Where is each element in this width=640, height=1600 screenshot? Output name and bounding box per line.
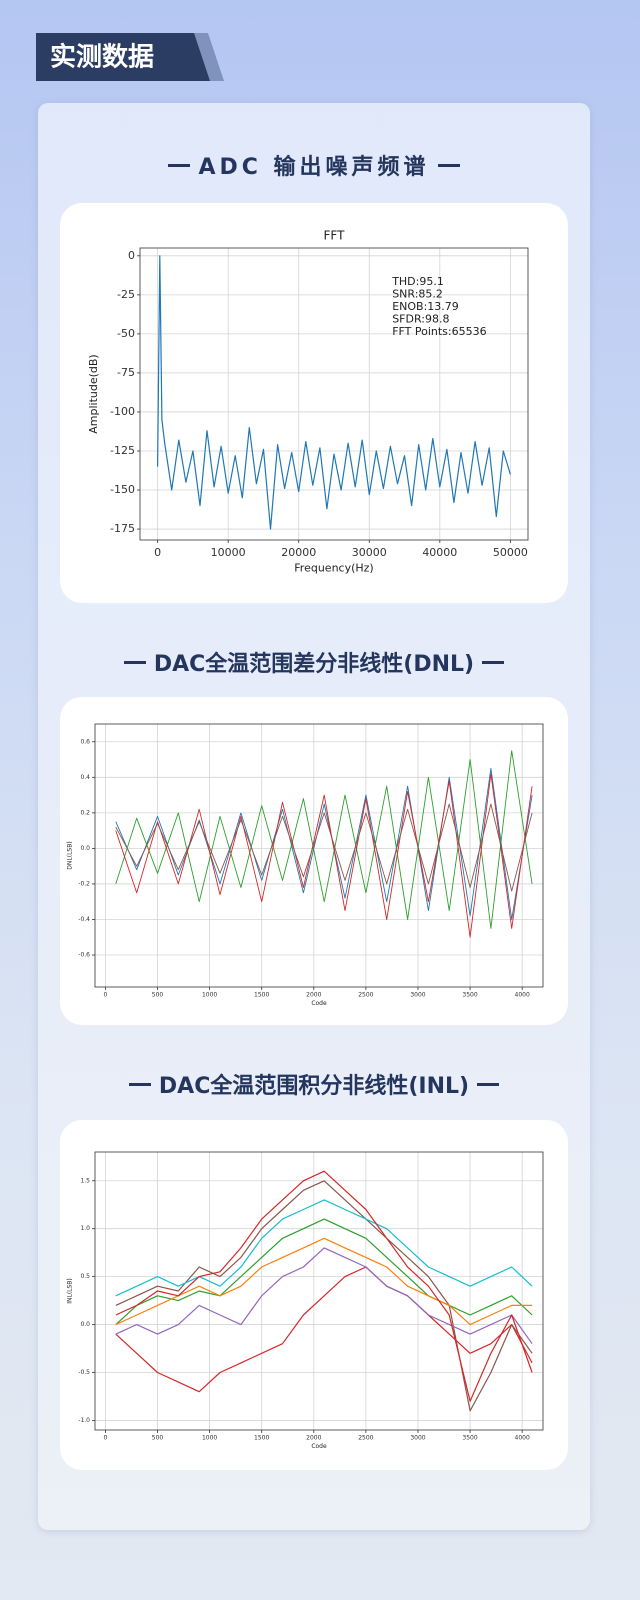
annotation: FFT Points:65536 bbox=[392, 325, 486, 338]
heading-text: DAC全温范围积分非线性(INL) bbox=[158, 1074, 470, 1099]
x-tick-label: 4000 bbox=[515, 992, 530, 999]
x-tick-label: 40000 bbox=[422, 546, 457, 559]
y-tick-label: -75 bbox=[117, 366, 135, 379]
x-tick-label: 0 bbox=[154, 546, 161, 559]
heading-text: ADC 输出噪声频谱 bbox=[198, 155, 430, 180]
y-tick-label: -0.5 bbox=[78, 1369, 90, 1376]
y-tick-label: -50 bbox=[117, 327, 135, 340]
series-line bbox=[115, 1266, 533, 1393]
x-tick-label: 2000 bbox=[306, 1435, 321, 1442]
x-tick-label: 1000 bbox=[202, 992, 217, 999]
x-tick-label: 3000 bbox=[410, 1435, 425, 1442]
x-tick-label: 1000 bbox=[202, 1435, 217, 1442]
x-tick-label: 2500 bbox=[358, 1435, 373, 1442]
x-tick-label: 3000 bbox=[410, 992, 425, 999]
annotation: THD:95.1 bbox=[391, 275, 444, 288]
heading-text: DAC全温范围差分非线性(DNL) bbox=[153, 652, 475, 677]
series-line bbox=[115, 1237, 533, 1326]
series-line bbox=[157, 255, 511, 530]
plot-frame bbox=[94, 723, 544, 988]
series-line bbox=[115, 1218, 533, 1326]
y-tick-label: 0.5 bbox=[80, 1273, 90, 1280]
plot-frame bbox=[139, 247, 529, 541]
y-tick-label: -125 bbox=[110, 444, 135, 457]
tag-bg bbox=[36, 33, 211, 81]
x-axis-label: Code bbox=[311, 1443, 327, 1450]
x-tick-label: 500 bbox=[152, 1435, 164, 1442]
y-axis-label: INL(LSB) bbox=[66, 1278, 73, 1304]
y-tick-label: 0.6 bbox=[80, 738, 90, 745]
y-tick-label: -0.2 bbox=[78, 880, 90, 887]
x-tick-label: 4000 bbox=[515, 1435, 530, 1442]
series-line bbox=[115, 773, 533, 938]
x-tick-label: 10000 bbox=[211, 546, 246, 559]
y-tick-label: -0.4 bbox=[78, 916, 90, 923]
header-title: 实测数据 bbox=[50, 42, 154, 73]
x-tick-label: 500 bbox=[152, 992, 164, 999]
y-tick-label: 0.0 bbox=[80, 845, 90, 852]
series-line bbox=[115, 1170, 533, 1402]
y-tick-label: 0 bbox=[128, 249, 135, 262]
tag-stripe bbox=[194, 33, 224, 81]
x-tick-label: 20000 bbox=[281, 546, 316, 559]
series-line bbox=[115, 803, 533, 892]
header-tag: 实测数据 bbox=[36, 33, 224, 81]
x-tick-label: 1500 bbox=[254, 1435, 269, 1442]
annotation: SFDR:98.8 bbox=[392, 313, 449, 326]
x-tick-label: 2000 bbox=[306, 992, 321, 999]
x-tick-label: 1500 bbox=[254, 992, 269, 999]
x-tick-label: 3500 bbox=[462, 992, 477, 999]
x-tick-label: 3500 bbox=[462, 1435, 477, 1442]
y-tick-label: -25 bbox=[117, 288, 135, 301]
series-line bbox=[115, 1247, 533, 1345]
y-axis-label: DNL(LSB) bbox=[66, 841, 73, 869]
section-heading: DAC全温范围差分非线性(DNL) bbox=[38, 646, 590, 678]
x-axis-label: Code bbox=[311, 1000, 327, 1007]
series-line bbox=[115, 1199, 533, 1297]
y-tick-label: -150 bbox=[110, 483, 135, 496]
x-tick-label: 50000 bbox=[493, 546, 528, 559]
x-tick-label: 0 bbox=[104, 992, 108, 999]
y-tick-label: -100 bbox=[110, 405, 135, 418]
y-tick-label: 0.2 bbox=[80, 809, 90, 816]
y-tick-label: 0.0 bbox=[80, 1321, 90, 1328]
series-line bbox=[115, 767, 533, 920]
y-tick-label: -1.0 bbox=[78, 1417, 90, 1424]
y-axis-label: Amplitude(dB) bbox=[87, 354, 100, 433]
card bbox=[60, 203, 568, 603]
y-tick-label: -0.6 bbox=[78, 952, 90, 959]
plot-frame bbox=[94, 1151, 544, 1431]
y-tick-label: -175 bbox=[110, 522, 135, 535]
x-tick-label: 0 bbox=[104, 1435, 108, 1442]
section-heading: DAC全温范围积分非线性(INL) bbox=[38, 1068, 590, 1100]
series-line bbox=[115, 750, 533, 929]
x-tick-label: 30000 bbox=[352, 546, 387, 559]
chart-title: FFT bbox=[324, 229, 346, 243]
x-tick-label: 2500 bbox=[358, 992, 373, 999]
section-heading: ADC 输出噪声频谱 bbox=[38, 149, 590, 181]
annotation: SNR:85.2 bbox=[392, 288, 443, 301]
y-tick-label: 1.0 bbox=[80, 1225, 90, 1232]
x-axis-label: Frequency(Hz) bbox=[294, 561, 373, 574]
y-tick-label: 0.4 bbox=[80, 774, 90, 781]
y-tick-label: 1.5 bbox=[80, 1177, 90, 1184]
annotation: ENOB:13.79 bbox=[392, 300, 459, 313]
